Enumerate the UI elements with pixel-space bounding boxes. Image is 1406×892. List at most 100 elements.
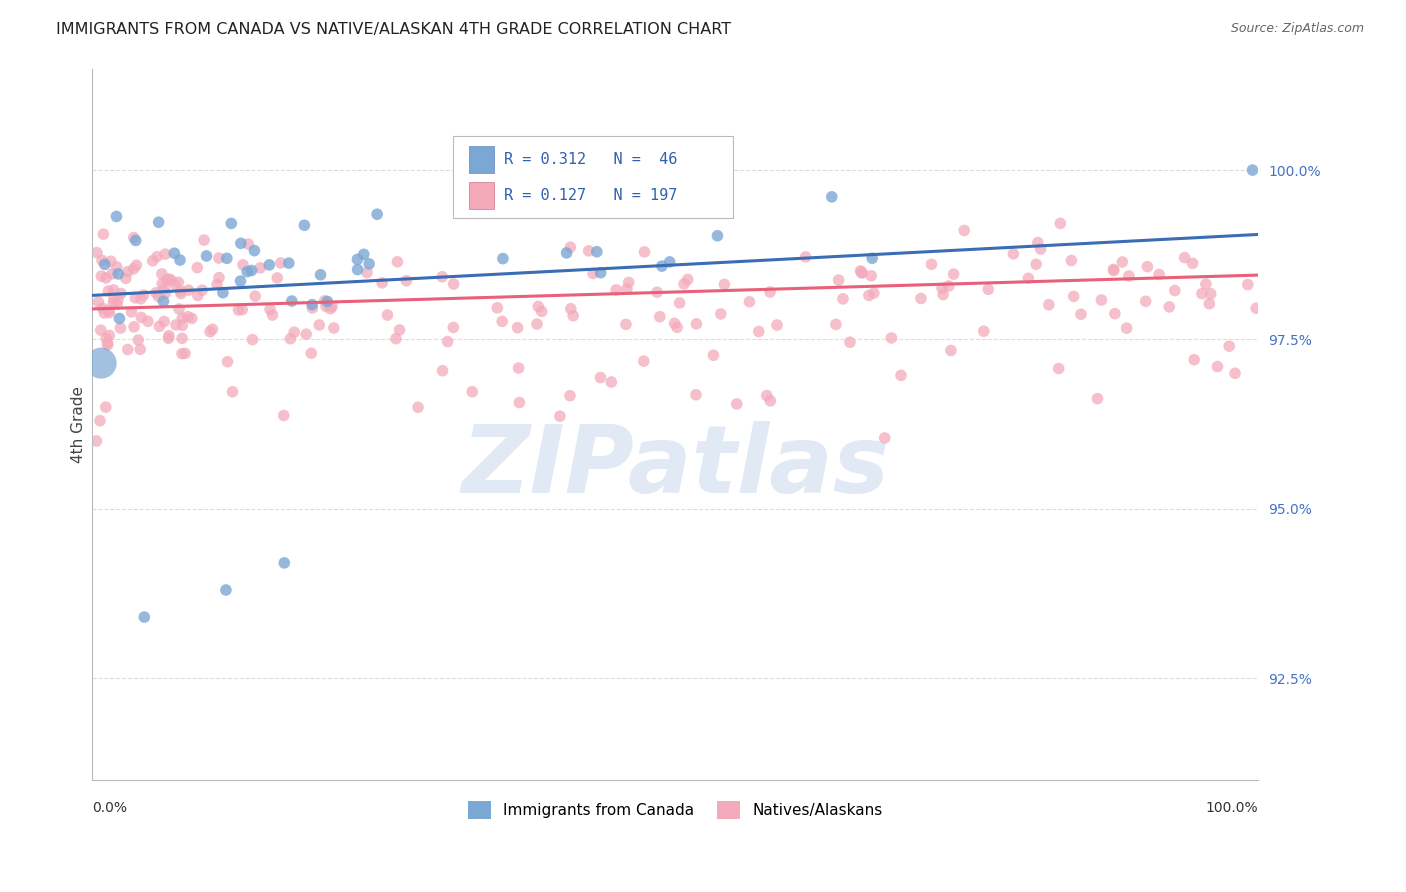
Point <box>506 320 529 334</box>
Point <box>177 283 200 297</box>
Point <box>651 259 673 273</box>
Point <box>114 271 136 285</box>
Point <box>1102 263 1125 277</box>
Point <box>153 282 176 296</box>
Point <box>103 292 125 306</box>
Point <box>101 267 124 281</box>
Point <box>283 325 305 339</box>
Point <box>172 331 194 345</box>
Point <box>108 311 131 326</box>
Point <box>134 610 156 624</box>
Point <box>1241 163 1264 178</box>
Point <box>578 244 600 258</box>
Point <box>508 361 530 376</box>
Point <box>97 303 120 318</box>
Point <box>533 206 555 220</box>
Point <box>270 256 292 270</box>
Point <box>558 389 581 403</box>
Point <box>129 343 152 357</box>
Point <box>1164 284 1187 298</box>
Point <box>616 282 638 296</box>
Point <box>860 268 883 283</box>
Text: ZIPatlas: ZIPatlas <box>461 421 889 513</box>
Point <box>738 294 761 309</box>
Point <box>648 310 671 324</box>
Point <box>238 237 260 252</box>
Point <box>685 317 707 331</box>
Point <box>243 244 266 258</box>
Point <box>1025 257 1047 271</box>
Point <box>127 333 149 347</box>
Point <box>236 265 259 279</box>
Point <box>160 273 183 287</box>
Point <box>103 283 125 297</box>
Point <box>880 331 903 345</box>
Point <box>159 272 181 286</box>
Point <box>157 328 180 343</box>
Point <box>186 260 208 275</box>
Point <box>359 257 381 271</box>
Bar <box>468 146 495 173</box>
Point <box>301 301 323 315</box>
Point <box>589 266 612 280</box>
Point <box>1182 352 1205 367</box>
Point <box>755 388 778 402</box>
Point <box>96 336 118 351</box>
Point <box>432 364 454 378</box>
Point <box>89 414 111 428</box>
Point <box>614 318 637 332</box>
Point <box>527 300 550 314</box>
Point <box>148 215 170 229</box>
Point <box>548 409 571 424</box>
Point <box>90 356 112 370</box>
Point <box>309 268 332 282</box>
Point <box>163 277 186 291</box>
Point <box>725 397 748 411</box>
Point <box>1218 339 1240 353</box>
Point <box>90 323 112 337</box>
Point <box>299 346 322 360</box>
Point <box>294 219 316 233</box>
Point <box>110 321 132 335</box>
Point <box>124 291 146 305</box>
Point <box>208 251 231 265</box>
Point <box>1029 242 1052 256</box>
Point <box>319 301 342 316</box>
Point <box>890 368 912 383</box>
Point <box>863 286 886 301</box>
Point <box>492 252 515 266</box>
Point <box>387 255 409 269</box>
Point <box>228 303 250 318</box>
Text: R = 0.312   N =  46: R = 0.312 N = 46 <box>503 152 676 167</box>
Point <box>177 310 200 324</box>
Point <box>193 233 215 247</box>
Point <box>910 292 932 306</box>
Point <box>702 348 724 362</box>
Point <box>249 260 271 275</box>
Point <box>100 254 122 268</box>
Point <box>932 287 955 301</box>
Point <box>96 331 118 345</box>
Point <box>229 274 252 288</box>
Point <box>633 244 655 259</box>
Point <box>91 253 114 268</box>
Point <box>1191 286 1213 301</box>
Point <box>93 306 115 320</box>
Point <box>105 260 128 274</box>
Point <box>212 285 235 300</box>
Point <box>1195 277 1218 292</box>
Point <box>170 286 193 301</box>
Point <box>156 273 179 287</box>
Point <box>658 255 681 269</box>
Point <box>491 314 513 328</box>
Point <box>931 281 953 295</box>
Point <box>201 322 224 336</box>
Point <box>1159 300 1181 314</box>
Point <box>1026 235 1049 250</box>
Point <box>589 370 612 384</box>
Point <box>86 245 108 260</box>
Point <box>555 246 578 260</box>
Point <box>824 318 846 332</box>
Point <box>122 261 145 276</box>
Point <box>155 286 177 301</box>
